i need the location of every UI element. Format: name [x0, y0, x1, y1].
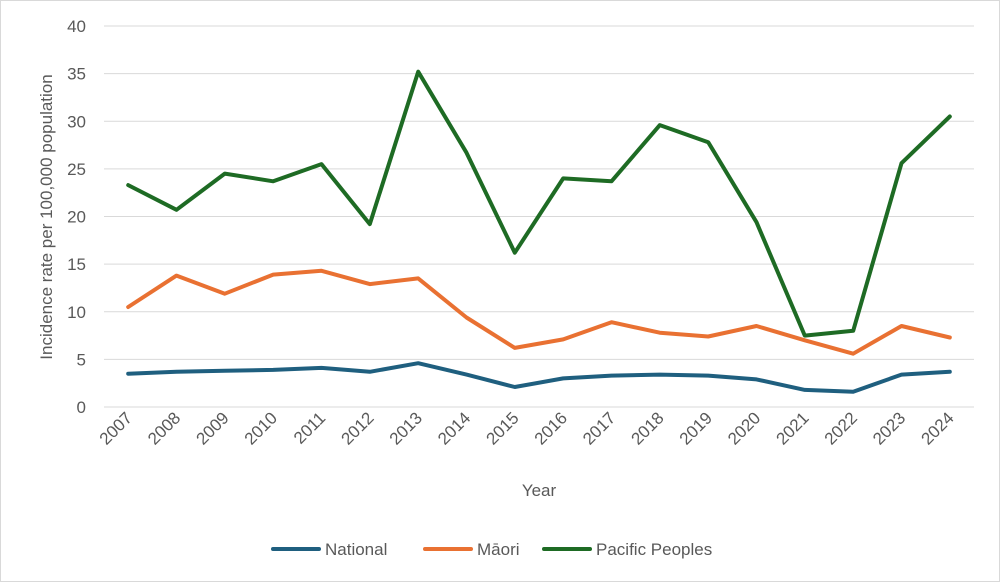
x-tick-label: 2017 [579, 408, 619, 448]
x-tick-label: 2024 [917, 408, 957, 448]
y-tick-label: 0 [77, 398, 86, 417]
series-line-pacific-peoples [126, 69, 952, 338]
x-tick-label: 2008 [144, 408, 184, 448]
x-tick-label: 2011 [290, 408, 329, 447]
y-tick-label: 15 [67, 255, 86, 274]
legend-label: National [325, 540, 387, 559]
x-tick-label: 2018 [627, 408, 667, 448]
y-tick-label: 30 [67, 112, 86, 131]
x-tick-labels: 2007 2008 2009 2010 2011 2012 2013 2014 2015 2016… [96, 408, 958, 448]
legend: National Māori Pacific Peoples [271, 540, 712, 559]
series-line-national [126, 361, 952, 394]
y-tick-label: 25 [67, 160, 86, 179]
x-tick-label: 2021 [772, 408, 812, 448]
x-tick-label: 2007 [96, 408, 136, 448]
series-lines [126, 69, 952, 394]
x-tick-label: 2019 [676, 408, 716, 448]
x-tick-label: 2009 [192, 408, 232, 448]
legend-item: Māori [423, 540, 520, 559]
x-tick-label: 2020 [724, 408, 764, 448]
x-tick-label: 2010 [241, 408, 281, 448]
x-tick-label: 2016 [531, 408, 571, 448]
series-line-m-ori [126, 268, 952, 356]
y-tick-label: 10 [67, 303, 86, 322]
x-tick-label: 2023 [869, 408, 909, 448]
x-tick-label: 2015 [482, 408, 522, 448]
x-tick-label: 2022 [821, 408, 861, 448]
y-tick-label: 35 [67, 65, 86, 84]
x-tick-label: 2014 [434, 408, 474, 448]
legend-label: Māori [477, 540, 520, 559]
legend-label: Pacific Peoples [596, 540, 712, 559]
y-tick-label: 20 [67, 208, 86, 227]
y-tick-label: 40 [67, 17, 86, 36]
y-tick-label: 5 [77, 350, 86, 369]
y-tick-labels: 0 5 10 15 20 25 30 35 40 [67, 17, 86, 417]
x-axis-title: Year [522, 481, 557, 500]
legend-item: National [271, 540, 387, 559]
x-tick-label: 2012 [337, 408, 377, 448]
legend-item: Pacific Peoples [542, 540, 712, 559]
y-axis-title: Incidence rate per 100,000 population [37, 74, 56, 359]
x-tick-label: 2013 [386, 408, 426, 448]
